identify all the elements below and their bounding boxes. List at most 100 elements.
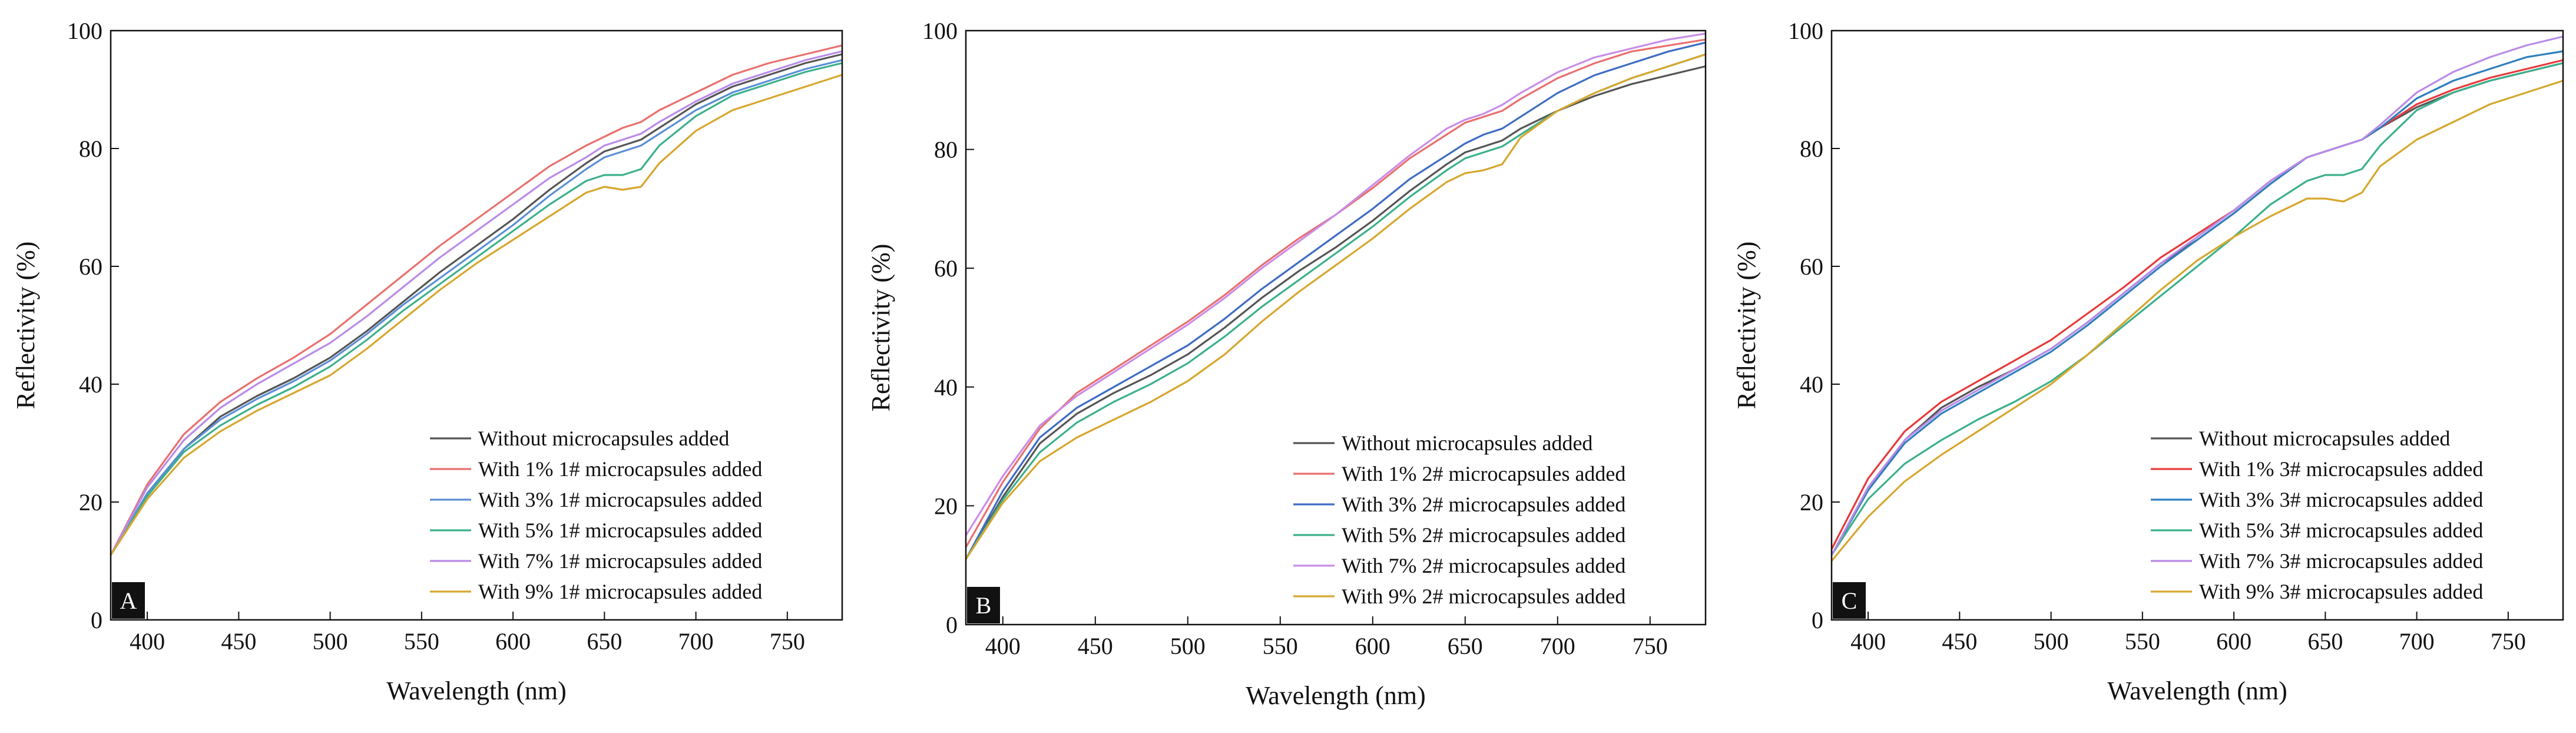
x-tick-label: 500 (313, 628, 348, 655)
chart-panel-a: 400 450 500 550 600 650 700 750 0 20 40 60 80 100 Wave… (11, 18, 843, 705)
x-tick-label: 400 (985, 633, 1021, 659)
x-tick-label: 450 (221, 628, 256, 655)
y-tick-label: 0 (946, 612, 958, 638)
y-tick-label: 20 (934, 493, 958, 519)
legend-label-3: With 5% 3# microcapsules added (2199, 519, 2483, 542)
series-line-0 (1830, 62, 2564, 556)
series-line-4 (110, 50, 843, 556)
legend-label-5: With 9% 1# microcapsules added (478, 580, 762, 603)
y-tick-label: 80 (79, 136, 102, 162)
panel-label: B (976, 592, 992, 619)
panel-label-badge (1833, 582, 1866, 619)
series-line-3 (110, 62, 843, 556)
series-line-1 (965, 38, 1706, 548)
legend-label-0: Without microcapsules added (2199, 427, 2450, 450)
y-tick-label: 80 (1800, 136, 1823, 162)
y-tick-label: 60 (1800, 253, 1823, 280)
x-tick-label: 600 (495, 628, 531, 655)
x-tick-label: 550 (1263, 633, 1298, 659)
legend: Without microcapsules added With 1% 1# mi… (430, 427, 762, 603)
legend-label-1: With 1% 1# microcapsules added (478, 457, 762, 481)
x-tick-label: 750 (770, 628, 805, 655)
panel-label: A (120, 587, 137, 614)
x-tick-label: 600 (2216, 628, 2251, 655)
legend-label-4: With 7% 3# microcapsules added (2199, 549, 2483, 573)
x-tick-label: 450 (1942, 628, 1977, 655)
legend: Without microcapsules added With 1% 3# mi… (2151, 427, 2483, 603)
x-tick-label: 550 (404, 628, 439, 655)
series-line-4 (965, 32, 1706, 536)
legend-label-2: With 3% 3# microcapsules added (2199, 488, 2483, 511)
legend-label-2: With 3% 1# microcapsules added (478, 488, 762, 511)
legend-label-1: With 1% 2# microcapsules added (1342, 462, 1625, 486)
series-line-0 (110, 53, 843, 556)
y-tick-label: 20 (79, 489, 102, 516)
y-tick-label: 40 (1800, 371, 1823, 398)
plot-frame (965, 29, 1707, 626)
x-tick-label: 650 (2307, 628, 2343, 655)
series-line-1 (110, 44, 843, 556)
y-tick-label: 100 (922, 18, 958, 44)
series-line-2 (965, 41, 1706, 560)
x-tick-label: 650 (1448, 633, 1483, 659)
y-axis-title: Reflectivity (%) (11, 242, 40, 410)
chart-panel-b: 400 450 500 550 600 650 700 750 0 20 40 60 80 100 Wave… (866, 18, 1707, 710)
series-line-4 (1830, 35, 2564, 556)
y-tick-label: 40 (934, 374, 958, 401)
y-tick-label: 100 (1788, 18, 1823, 44)
series-group (1830, 35, 2564, 562)
x-axis-title: Wavelength (nm) (2107, 676, 2287, 705)
y-tick-label: 40 (79, 371, 102, 398)
plot-frame (110, 29, 843, 621)
y-tick-label: 80 (934, 137, 958, 163)
panel-label-badge (112, 582, 145, 619)
x-tick-label: 600 (1355, 633, 1390, 659)
y-tick-label: 60 (934, 255, 958, 282)
y-tick-label: 0 (91, 607, 102, 633)
series-group (965, 32, 1706, 560)
chart-panel-c: 400 450 500 550 600 650 700 750 0 20 40 60 80 100 Wave… (1732, 18, 2564, 705)
series-line-2 (110, 59, 843, 556)
x-tick-label: 700 (1540, 633, 1575, 659)
legend-label-4: With 7% 2# microcapsules added (1342, 554, 1625, 577)
legend-label-1: With 1% 3# microcapsules added (2199, 457, 2483, 481)
series-line-5 (110, 74, 843, 556)
x-tick-label: 400 (1850, 628, 1886, 655)
legend-label-3: With 5% 2# microcapsules added (1342, 523, 1625, 547)
legend-label-5: With 9% 3# microcapsules added (2199, 580, 2483, 603)
series-line-2 (1830, 50, 2564, 556)
legend-label-0: Without microcapsules added (1342, 431, 1592, 455)
x-tick-label: 500 (1170, 633, 1206, 659)
panel-label-badge (967, 587, 1000, 623)
x-tick-label: 750 (2491, 628, 2526, 655)
x-tick-label: 650 (587, 628, 622, 655)
series-line-3 (1830, 62, 2564, 556)
x-tick-label: 400 (130, 628, 165, 655)
x-tick-label: 700 (2399, 628, 2435, 655)
y-tick-label: 20 (1800, 489, 1823, 516)
x-tick-label: 450 (1078, 633, 1113, 659)
y-axis-title: Reflectivity (%) (1732, 242, 1761, 410)
y-tick-label: 60 (79, 253, 102, 280)
legend-label-3: With 5% 1# microcapsules added (478, 519, 762, 542)
legend: Without microcapsules added With 1% 2# mi… (1293, 431, 1625, 608)
legend-label-0: Without microcapsules added (478, 427, 729, 450)
panel-label: C (1842, 587, 1857, 614)
series-group (110, 44, 843, 556)
legend-label-4: With 7% 1# microcapsules added (478, 549, 762, 573)
legend-label-5: With 9% 2# microcapsules added (1342, 585, 1625, 608)
x-axis-title: Wavelength (nm) (386, 676, 567, 705)
x-axis-title: Wavelength (nm) (1246, 681, 1426, 710)
x-tick-label: 750 (1633, 633, 1668, 659)
series-line-5 (965, 53, 1706, 560)
legend-label-2: With 3% 2# microcapsules added (1342, 493, 1625, 516)
x-tick-label: 550 (2125, 628, 2160, 655)
y-axis-title: Reflectivity (%) (866, 244, 895, 412)
series-line-5 (1830, 80, 2564, 562)
x-tick-label: 500 (2034, 628, 2069, 655)
y-tick-label: 0 (1812, 607, 1823, 633)
x-tick-label: 700 (678, 628, 714, 655)
plot-frame (1830, 29, 2564, 621)
y-tick-label: 100 (67, 18, 102, 44)
